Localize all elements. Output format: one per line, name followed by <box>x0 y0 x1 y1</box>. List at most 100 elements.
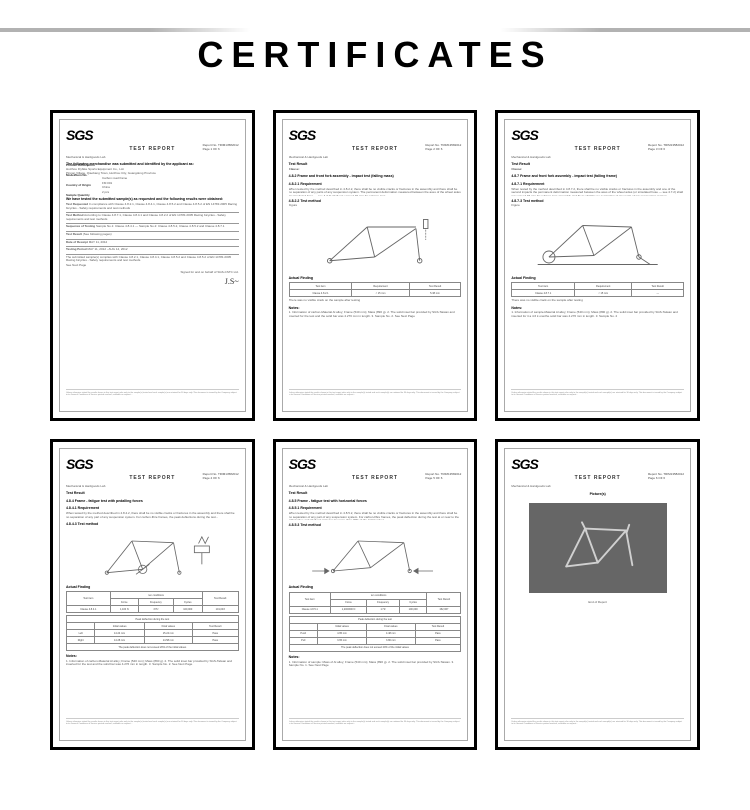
title-bar: CERTIFICATES <box>0 10 750 100</box>
finding-label: Actual Finding <box>289 585 462 590</box>
frame-svg-icon <box>297 212 452 272</box>
clause-title: 4.8.5 Frame - fatigue test with horizont… <box>289 499 462 504</box>
horizontal-force-diagram <box>289 531 462 581</box>
notes-label: Notes: <box>289 655 462 660</box>
certificates-grid: SGS TEST REPORT Report No. TRIM13582012 … <box>0 100 750 780</box>
clause-title: 4.8.4 Frame - fatigue test with pedallin… <box>66 499 239 504</box>
signed-label: Signed for and on behalf of SGS-CSTC Ltd… <box>66 271 239 275</box>
bike-photo-icon <box>539 516 656 579</box>
frame-svg-icon <box>520 212 675 272</box>
sgs-logo: SGS <box>511 126 684 144</box>
pedal-svg-icon <box>75 531 230 581</box>
val-qty: 2 pcs <box>102 191 239 195</box>
doc-footer: Unless otherwise stated the results show… <box>66 718 239 736</box>
method-text: Figure <box>511 204 684 208</box>
report-meta: Report No. TRIM13582012 Page 3 OF 6 <box>648 144 684 152</box>
end-label: End of Report <box>511 601 684 605</box>
rn: TRIM13582012 <box>441 472 462 476</box>
method-text: Figure <box>289 204 462 208</box>
report-no: TRIM13582012 <box>218 143 239 147</box>
report-meta: Report No. TRIM13582012 Page 4 OF 6 <box>203 473 239 481</box>
finding-label: Actual Finding <box>66 585 239 590</box>
rn: TRIM13582012 <box>663 143 684 147</box>
req-text: When tested by the method described in 4… <box>511 188 684 196</box>
notes: 1. Information of sample: Mass of Al all… <box>289 661 462 668</box>
certificate-doc-4: SGS TEST REPORT Report No. TRIM13582012 … <box>59 448 246 741</box>
certificate-doc-6: SGS TEST REPORT Report No. TRIM13582012 … <box>504 448 691 741</box>
notes-label: Notes: <box>511 306 684 311</box>
val-product: Carbon road frame <box>102 177 239 181</box>
notes: 1. Information of carbon-Material Al all… <box>289 311 462 318</box>
clause-label: Clause: <box>289 168 300 171</box>
result-table-2: Peak deflection during the test Initial … <box>289 616 462 652</box>
clause-title: 4.8.2 Frame and front fork assembly - im… <box>289 174 462 179</box>
notes-label: Notes: <box>66 654 239 659</box>
section: Test Result <box>66 491 239 496</box>
notes: 1. Information of sample-Material Al all… <box>511 311 684 318</box>
certificate-frame-4: SGS TEST REPORT Report No. TRIM13582012 … <box>50 439 255 750</box>
pg-label: Page <box>425 476 432 480</box>
doc-footer: Unless otherwise stated the results show… <box>511 389 684 407</box>
report-meta: Report No. TRIM13582012 Page 2 OF 6 <box>425 144 461 152</box>
signature: J.S~ <box>66 277 239 287</box>
certificate-frame-2: SGS TEST REPORT Report No. TRIM13582012 … <box>273 110 478 421</box>
req-label: 4.8.5.1 Requirement <box>289 506 462 511</box>
label-model: Model/Item No. <box>66 174 98 178</box>
sgs-logo: SGS <box>289 455 462 473</box>
row-seq: Sequence of Testing Sample No.1: Clause … <box>66 225 239 229</box>
finding-label: Actual Finding <box>289 276 462 281</box>
doc-footer: Unless otherwise stated the results show… <box>66 389 239 407</box>
row-method: Test Method According to Clause 4.8.7.1,… <box>66 214 239 221</box>
bike-frame-diagram <box>289 212 462 272</box>
lab-name: Mechanical & Hardgoods Lab <box>66 485 239 489</box>
section: Test Result <box>289 491 462 496</box>
lab-name: Mechanical & Hardgoods Lab <box>289 156 462 160</box>
doc-footer: Unless otherwise stated the results show… <box>289 718 462 736</box>
val-origin: China <box>102 186 239 190</box>
photo-label: Picture(s) <box>511 492 684 497</box>
doc-footer: Unless otherwise stated the results show… <box>511 718 684 736</box>
title-stripe-right <box>500 28 750 32</box>
certificate-frame-6: SGS TEST REPORT Report No. TRIM13582012 … <box>495 439 700 750</box>
section: Test Result <box>511 162 684 167</box>
certificate-frame-1: SGS TEST REPORT Report No. TRIM13582012 … <box>50 110 255 421</box>
row-req: Test Requested In compliance with Clause… <box>66 203 239 210</box>
pg-label: Page <box>648 476 655 480</box>
remark: There was no visible crack on the sample… <box>289 299 462 303</box>
certificate-frame-5: SGS TEST REPORT Report No. TRIM13582012 … <box>273 439 478 750</box>
result-table-1: Test itemten conditionsTest Result Force… <box>289 592 462 614</box>
rn: TRIM13582012 <box>218 472 239 476</box>
product-photo <box>529 503 667 593</box>
result-table-2: Peak deflection during the test Initial … <box>66 615 239 651</box>
req-text: When tested by the method described in 4… <box>66 512 239 519</box>
section: Test Result <box>289 162 462 167</box>
req-label: 4.8.2.1 Requirement <box>289 182 462 187</box>
certificate-doc-2: SGS TEST REPORT Report No. TRIM13582012 … <box>282 119 469 412</box>
notes-label: Notes: <box>289 306 462 311</box>
bike-frame-diagram <box>511 212 684 272</box>
report-meta: Report No. TRIM13582012 Page 6 OF 6 <box>648 473 684 481</box>
report-meta: Report No. TRIM13582012 Page 1 OF 6 <box>203 144 239 152</box>
certificate-doc-5: SGS TEST REPORT Report No. TRIM13582012 … <box>282 448 469 741</box>
remark: There was no visible crack on the sample… <box>511 299 684 303</box>
title-stripe-left <box>0 28 250 32</box>
clause-label: Clause: <box>511 168 522 171</box>
rn: TRIM13582012 <box>441 143 462 147</box>
lab-name: Mechanical & Hardgoods Lab <box>511 156 684 160</box>
lab-name: Mechanical & Hardgoods Lab <box>289 485 462 489</box>
label-origin: Country of Origin <box>66 184 98 188</box>
row-period: Testing Period MAY 11, 2012 - AUG 14, 20… <box>66 248 239 252</box>
certificate-frame-3: SGS TEST REPORT Report No. TRIM13582012 … <box>495 110 700 421</box>
pedal-force-diagram <box>66 531 239 581</box>
certificate-doc-1: SGS TEST REPORT Report No. TRIM13582012 … <box>59 119 246 412</box>
req-text: When tested by the method described in 4… <box>289 188 462 196</box>
rn: TRIM13582012 <box>663 472 684 476</box>
see-next: See Next Page <box>66 264 239 268</box>
sgs-logo: SGS <box>511 455 684 473</box>
req-text: When tested by the method described in 4… <box>289 512 462 520</box>
row-result: Test Result (See following pages) <box>66 233 239 237</box>
report-page-label: Page <box>203 147 210 151</box>
notes: 1. Information of carbon-Material Al all… <box>66 660 239 667</box>
finding-label: Actual Finding <box>511 276 684 281</box>
method-label: 4.8.7.3 Test method <box>511 199 684 204</box>
